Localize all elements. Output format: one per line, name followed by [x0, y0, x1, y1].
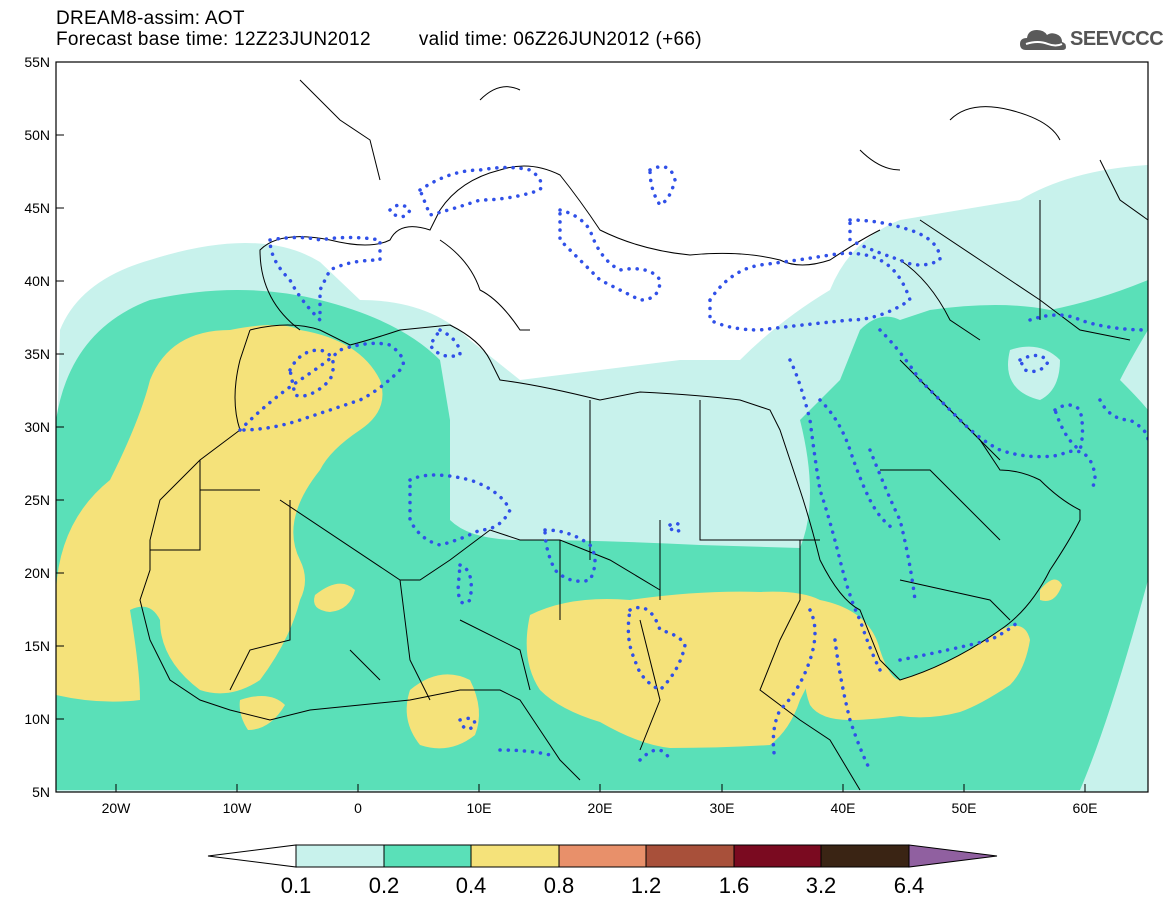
colorbar-swatch	[383, 844, 472, 868]
lat-label: 55N	[24, 54, 50, 70]
other-coasts	[299, 79, 1061, 461]
valid-time: valid time: 06Z26JUN2012 (+66)	[418, 29, 702, 50]
aot-level-04-nigeria	[406, 674, 479, 749]
colorbar	[207, 844, 998, 868]
colorbar-label: 1.2	[631, 873, 662, 898]
lon-label: 20E	[588, 800, 613, 816]
seevccc-logo: SEEVCCC	[1018, 22, 1164, 58]
colorbar-label: 0.2	[369, 873, 400, 898]
lat-label: 45N	[24, 200, 50, 216]
lon-label: 20W	[102, 800, 132, 816]
lon-label: 10W	[223, 800, 253, 816]
country-borders	[150, 159, 1148, 791]
map-header: DREAM8-assim: AOT Forecast base time: 12…	[56, 8, 702, 50]
lat-label: 20N	[24, 565, 50, 581]
colorbar-label: 0.8	[544, 873, 575, 898]
coastlines	[139, 79, 1148, 791]
lat-label: 25N	[24, 492, 50, 508]
longitude-labels: 20W 10W 0 10E 20E 30E 40E 50E 60E	[102, 800, 1098, 816]
logo-text: SEEVCCC	[1070, 28, 1164, 50]
lat-label: 15N	[24, 638, 50, 654]
lat-label: 35N	[24, 346, 50, 362]
forecast-base-time: Forecast base time: 12Z23JUN2012	[56, 29, 371, 50]
lon-label: 10E	[467, 800, 492, 816]
lat-label: 30N	[24, 419, 50, 435]
colorbar-high-arrow	[908, 844, 998, 868]
colorbar-label: 1.6	[719, 873, 750, 898]
aot-level-04-arabia	[805, 600, 1030, 720]
colorbar-label: 0.4	[456, 873, 487, 898]
lat-label: 10N	[24, 711, 50, 727]
colorbar-swatch	[558, 844, 647, 868]
colorbar-label: 6.4	[894, 873, 925, 898]
lat-label: 50N	[24, 127, 50, 143]
latitude-labels: 55N 50N 45N 40N 35N 30N 25N 20N 15N 10N …	[24, 54, 50, 800]
lon-label: 0	[354, 800, 362, 816]
cloud-icon	[1020, 30, 1066, 50]
aot-level-04-sudan	[526, 591, 824, 748]
colorbar-label: 3.2	[806, 873, 837, 898]
colorbar-label: 0.1	[281, 873, 312, 898]
lon-label: 50E	[952, 800, 977, 816]
colorbar-swatch	[733, 844, 822, 868]
graticule-ticks	[56, 134, 1086, 792]
aot-field	[56, 165, 1148, 792]
colorbar-swatch	[470, 844, 560, 868]
lat-label: 5N	[32, 784, 50, 800]
mediterranean-coast	[249, 324, 1081, 681]
lat-label: 40N	[24, 273, 50, 289]
west-africa-coast	[139, 329, 581, 781]
colorbar-swatch	[820, 844, 910, 868]
lon-label: 60E	[1073, 800, 1098, 816]
colorbar-swatch	[645, 844, 735, 868]
colorbar-low-arrow	[207, 844, 297, 868]
product-title: DREAM8-assim: AOT	[56, 8, 245, 29]
lon-label: 30E	[710, 800, 735, 816]
italy-coast	[439, 239, 530, 331]
colorbar-labels: 0.1 0.2 0.4 0.8 1.2 1.6 3.2 6.4	[281, 873, 925, 898]
lon-label: 40E	[831, 800, 856, 816]
colorbar-swatch	[295, 844, 385, 868]
assimilation-contours	[235, 164, 1148, 772]
